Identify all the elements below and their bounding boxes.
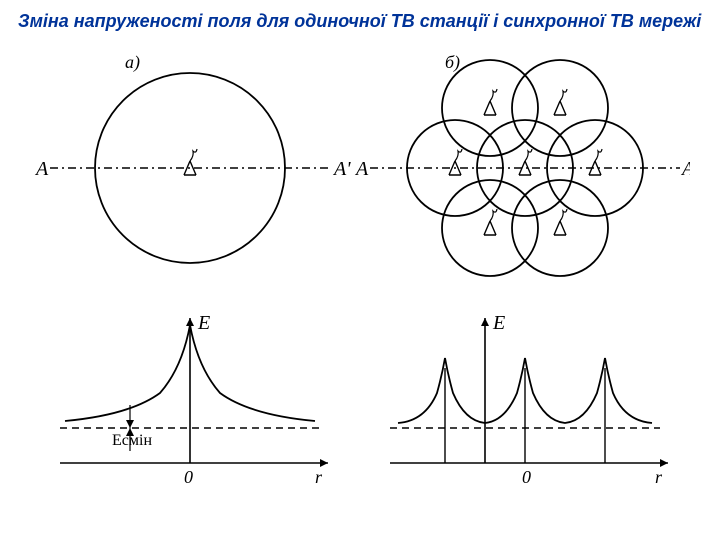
field-plot-a: E 0 r Есмін (60, 312, 328, 487)
label-A-left: А (34, 158, 49, 180)
label-A-right: А (354, 158, 369, 180)
label-E-b: E (492, 312, 505, 334)
panel-a-label: а) (125, 52, 140, 73)
field-plot-b: E 0 r (390, 312, 668, 487)
panel-b-label: б) (445, 52, 460, 73)
label-Aprime-left: А' (332, 158, 351, 180)
figure-wrapper: а) А А' б) А А' (0, 43, 720, 513)
diagram-svg: а) А А' б) А А' (30, 43, 690, 513)
label-E-a: E (197, 312, 210, 334)
label-Aprime-right: А' (680, 158, 690, 180)
label-r-b: r (655, 467, 663, 487)
label-Emin: Есмін (112, 432, 152, 449)
panel-b: б) А А' (354, 52, 690, 276)
label-r-a: r (315, 467, 323, 487)
label-O-a: 0 (184, 467, 193, 487)
panel-a: а) А А' (34, 52, 351, 263)
page-title: Зміна напруженості поля для одиночної ТВ… (0, 0, 720, 37)
label-O-b: 0 (522, 467, 531, 487)
